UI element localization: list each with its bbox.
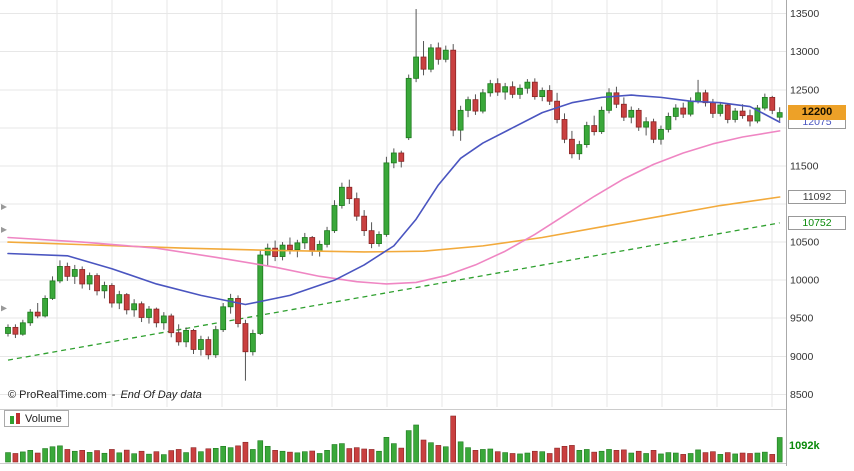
left-edge-markers: [1, 204, 7, 312]
horizontal-gridlines: [0, 13, 786, 395]
trendline-dashed[interactable]: [7, 222, 780, 361]
indicator-value-box-orange-ma: 11092: [788, 190, 846, 204]
price-tick-label: 13500: [790, 8, 819, 20]
price-axis-labels: 13500 13000 12500 11500 10500 10000 9500 9000 85…: [790, 8, 819, 401]
price-tick-label: 9500: [790, 313, 814, 325]
copyright-text: © ProRealTime.com - End Of Day data: [8, 389, 202, 401]
copyright-brand: © ProRealTime.com: [8, 389, 107, 401]
data-source-note: End Of Day data: [120, 389, 202, 401]
ma-blue[interactable]: [7, 94, 781, 306]
copyright-separator: -: [111, 389, 116, 401]
price-tick-label: 8500: [790, 389, 814, 401]
price-tick-label: 10000: [790, 275, 819, 287]
latest-volume-label: 1092k: [789, 440, 820, 452]
volume-bars[interactable]: [5, 415, 783, 463]
axis-border: [0, 0, 787, 466]
ma-pink[interactable]: [7, 130, 781, 285]
indicator-value-box-trendline: 10752: [788, 216, 846, 230]
price-tick-label: 12500: [790, 84, 819, 96]
price-tick-label: 10500: [790, 237, 819, 249]
price-tick-label: 11500: [790, 160, 819, 172]
volume-legend-label: Volume: [25, 412, 62, 425]
candlestick-series[interactable]: [5, 9, 783, 381]
last-price-badge: 12200: [788, 105, 846, 120]
volume-legend[interactable]: Volume: [4, 410, 69, 427]
ma-orange[interactable]: [7, 196, 781, 253]
price-tick-label: 9000: [790, 351, 814, 363]
volume-icon: [10, 413, 20, 424]
price-tick-label: 13000: [790, 46, 819, 58]
